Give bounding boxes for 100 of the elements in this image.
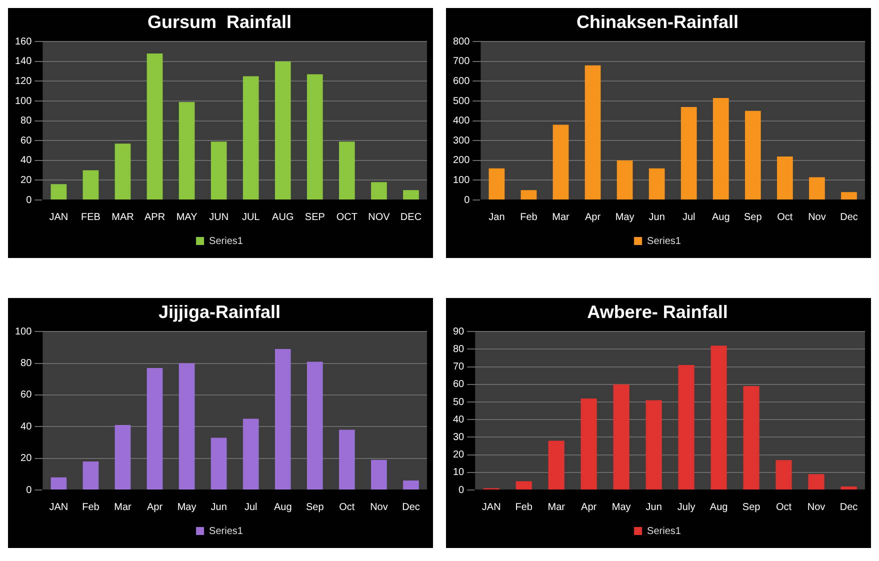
x-tick-label: Jun xyxy=(210,502,227,513)
bar xyxy=(210,438,227,490)
x-tick-label: Nov xyxy=(807,502,826,513)
bar xyxy=(712,98,729,200)
x-tick-label: May xyxy=(612,502,631,513)
bar xyxy=(809,177,825,200)
y-tick-label: 40 xyxy=(20,155,32,166)
bar xyxy=(210,142,227,200)
bar xyxy=(178,363,195,490)
x-tick-label: Dec xyxy=(402,502,420,513)
y-tick-label: 100 xyxy=(452,174,470,186)
x-tick-label: Oct xyxy=(776,502,792,513)
x-tick-label: MAY xyxy=(176,212,198,223)
x-tick-label: MAR xyxy=(112,212,134,223)
x-tick-label: Sep xyxy=(306,502,324,513)
x-tick-label: Feb xyxy=(520,212,538,223)
y-tick-label: 80 xyxy=(20,116,32,127)
y-tick-label: 400 xyxy=(452,116,470,127)
x-tick-label: Dec xyxy=(840,212,858,223)
bar xyxy=(840,486,857,490)
bar xyxy=(488,168,505,200)
x-tick-label: SEP xyxy=(304,212,326,223)
bar xyxy=(616,160,633,200)
bar xyxy=(339,430,355,490)
x-tick-label: Apr xyxy=(581,502,598,513)
x-tick-label: Aug xyxy=(712,212,730,223)
y-tick-label: 30 xyxy=(453,432,465,443)
y-tick-label: 500 xyxy=(452,96,470,107)
y-tick-label: 100 xyxy=(14,96,32,107)
bar xyxy=(82,461,99,490)
bar xyxy=(710,346,727,490)
legend-label: Series1 xyxy=(209,526,244,537)
bar xyxy=(552,124,569,200)
x-tick-label: Mar xyxy=(114,502,132,513)
y-tick-label: 20 xyxy=(20,453,32,464)
bar xyxy=(678,365,694,490)
x-tick-label: NOV xyxy=(368,212,390,223)
chart-title: Awbere- Rainfall xyxy=(587,302,728,322)
y-tick-label: 70 xyxy=(453,362,465,373)
x-tick-label: July xyxy=(677,502,696,513)
y-tick-label: 0 xyxy=(26,484,32,496)
x-tick-label: May xyxy=(177,502,196,513)
y-tick-label: 120 xyxy=(14,76,32,87)
x-tick-label: FEB xyxy=(80,212,101,223)
x-tick-label: JUL xyxy=(242,212,260,223)
bar xyxy=(114,425,131,490)
bar xyxy=(744,110,761,200)
bar xyxy=(371,460,387,490)
y-tick-label: 10 xyxy=(453,467,465,478)
bar xyxy=(50,184,67,200)
y-tick-label: 140 xyxy=(14,56,32,68)
bar xyxy=(339,142,355,200)
bar xyxy=(114,144,131,200)
bar xyxy=(274,349,291,490)
bar xyxy=(371,182,387,200)
y-tick-label: 300 xyxy=(452,135,470,146)
bar xyxy=(776,460,792,490)
x-tick-label: Apr xyxy=(146,502,164,513)
bar xyxy=(306,362,323,490)
legend-label: Series1 xyxy=(647,236,682,247)
x-tick-label: Jul xyxy=(682,212,696,223)
y-tick-label: 600 xyxy=(452,76,470,87)
y-tick-label: 200 xyxy=(452,155,470,166)
x-tick-label: Jun xyxy=(648,212,665,223)
bar xyxy=(82,170,99,200)
x-tick-label: DEC xyxy=(400,212,422,223)
x-tick-label: Apr xyxy=(584,212,602,223)
y-tick-label: 20 xyxy=(453,450,465,461)
bar xyxy=(613,384,630,490)
x-tick-label: JAN xyxy=(49,502,68,513)
x-tick-label: Aug xyxy=(274,502,292,513)
x-tick-label: OCT xyxy=(336,212,358,223)
chart-title: Gursum Rainfall xyxy=(147,12,292,32)
y-tick-label: 700 xyxy=(452,56,470,68)
y-tick-label: 0 xyxy=(464,194,470,206)
bar xyxy=(646,400,662,490)
bar xyxy=(680,106,697,200)
x-tick-label: Feb xyxy=(515,502,533,513)
y-tick-label: 100 xyxy=(14,326,32,338)
bar xyxy=(648,168,665,200)
x-tick-label: Jun xyxy=(646,502,662,513)
x-tick-label: Mar xyxy=(552,212,570,223)
chart-title: Chinaksen-Rainfall xyxy=(576,12,739,32)
bar xyxy=(584,65,601,200)
y-tick-label: 60 xyxy=(453,379,465,390)
y-tick-label: 60 xyxy=(20,390,32,401)
y-tick-label: 0 xyxy=(458,484,465,496)
y-tick-label: 160 xyxy=(14,36,32,48)
x-tick-label: Mar xyxy=(548,502,566,513)
y-tick-label: 20 xyxy=(20,174,32,186)
bar xyxy=(50,477,67,490)
bar xyxy=(146,368,163,490)
bar xyxy=(274,61,291,200)
bar xyxy=(777,156,793,200)
y-tick-label: 80 xyxy=(453,344,465,355)
x-tick-label: Oct xyxy=(339,502,355,513)
y-tick-label: 40 xyxy=(453,414,465,426)
y-tick-label: 90 xyxy=(453,326,465,338)
x-tick-label: Sep xyxy=(742,502,761,513)
x-tick-label: Nov xyxy=(370,502,388,513)
